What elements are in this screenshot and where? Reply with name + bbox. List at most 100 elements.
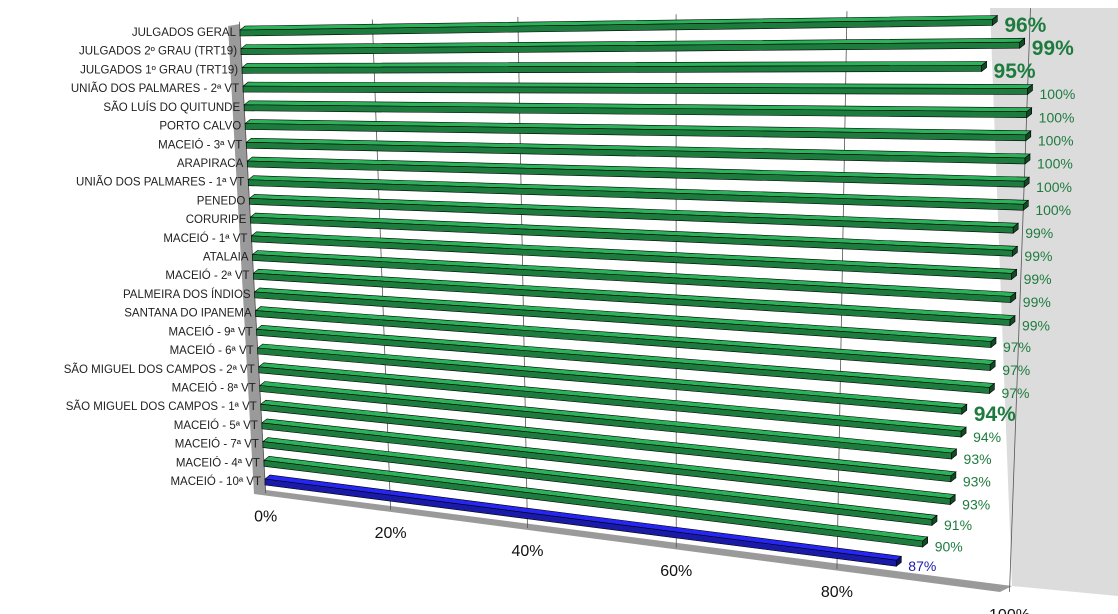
category-label: PALMEIRA DOS ÍNDIOS	[123, 288, 251, 301]
bar-cap	[1019, 37, 1025, 49]
side-wall	[228, 24, 266, 494]
value-label: 99%	[1023, 294, 1051, 310]
value-label: 99%	[1025, 225, 1053, 241]
category-label: SANTANA DO IPANEMA	[124, 308, 252, 320]
value-label: 99%	[1022, 317, 1050, 333]
category-label: MACEIÓ - 7ª VT	[175, 438, 259, 451]
value-label: 93%	[964, 451, 992, 467]
bar-cap	[950, 471, 957, 483]
bar	[254, 306, 996, 372]
value-label: 97%	[1002, 362, 1030, 378]
bar-cap	[1011, 268, 1017, 281]
category-label: PENEDO	[197, 195, 246, 207]
bar-cap	[931, 514, 938, 527]
value-label: 100%	[1040, 86, 1076, 102]
bar-cap	[922, 536, 929, 548]
bar	[243, 100, 1033, 119]
category-label: MACEIÓ - 4ª VT	[176, 456, 260, 469]
bar	[255, 324, 996, 395]
x-tick-label: 60%	[660, 563, 692, 580]
bar-cap	[981, 60, 987, 73]
value-label: 97%	[1003, 339, 1031, 355]
bar-cap	[1010, 291, 1017, 304]
bar-cap	[989, 359, 996, 372]
value-label: 93%	[962, 496, 990, 512]
bar	[256, 343, 968, 415]
value-label: 99%	[1024, 271, 1052, 287]
bar	[247, 175, 1030, 211]
bar	[260, 399, 957, 483]
bar	[259, 381, 958, 460]
bar-cap	[1012, 222, 1019, 234]
bar-cap	[951, 448, 957, 460]
bar	[239, 14, 999, 37]
value-label: 91%	[944, 517, 972, 533]
x-tick-label: 100%	[989, 607, 1030, 614]
category-label: PORTO CALVO	[159, 121, 241, 133]
bar-cap	[1012, 245, 1018, 257]
category-label: CORURIPE	[186, 214, 247, 226]
bar-cap	[895, 555, 902, 567]
category-label: SÃO LUÍS DO QUITUNDE	[103, 101, 240, 114]
category-label: MACEIÓ - 1ª VT	[163, 232, 247, 245]
bar	[246, 156, 1031, 188]
bar	[249, 212, 1019, 257]
category-label: MACEIÓ - 3ª VT	[158, 138, 242, 151]
grid-line	[1009, 8, 1031, 592]
bar	[248, 194, 1020, 234]
bar-cap	[989, 382, 995, 395]
bar	[258, 362, 967, 438]
bar-cap	[949, 493, 956, 506]
bar	[242, 81, 1034, 96]
bar-cap	[991, 14, 998, 27]
bar	[241, 60, 988, 74]
value-label: 90%	[935, 539, 963, 555]
bar-cap	[961, 403, 968, 415]
value-label: 100%	[1036, 179, 1072, 195]
value-label: 95%	[994, 60, 1036, 83]
bar-cap	[1022, 199, 1029, 211]
category-label: SÃO MIGUEL DOS CAMPOS - 2ª VT	[64, 363, 255, 376]
bar	[240, 37, 1026, 56]
category-label: SÃO MIGUEL DOS CAMPOS - 1ª VT	[66, 400, 257, 413]
bar	[251, 250, 1017, 304]
category-label: ATALAIA	[203, 252, 249, 264]
category-label: MACEIÓ - 9ª VT	[169, 325, 253, 338]
bar	[263, 455, 929, 548]
bar	[264, 474, 903, 567]
value-label: 100%	[1039, 109, 1075, 125]
bar-cap	[1023, 176, 1030, 188]
value-label: 97%	[1001, 385, 1029, 401]
category-label: MACEIÓ - 6ª VT	[170, 344, 254, 357]
category-label: JULGADOS GERAL	[132, 27, 237, 39]
category-label: JULGADOS 2º GRAU (TRT19)	[79, 46, 237, 58]
value-label: 99%	[1032, 37, 1074, 60]
bar-cap	[1027, 83, 1033, 96]
x-tick-label: 0%	[254, 508, 277, 525]
bar	[252, 268, 1016, 327]
value-label: 94%	[973, 429, 1001, 445]
bar-cap	[960, 426, 967, 438]
value-label: 100%	[1035, 202, 1071, 218]
value-label: 87%	[908, 558, 936, 574]
x-tick-label: 40%	[511, 543, 543, 560]
bar-cap	[1026, 107, 1032, 119]
bar-cap	[1024, 153, 1031, 165]
value-label: 99%	[1024, 248, 1052, 264]
bar-cap	[1009, 314, 1016, 327]
category-label: UNIÃO DOS PALMARES - 2ª VT	[71, 82, 239, 95]
x-tick-label: 20%	[375, 525, 407, 542]
category-label: MACEIÓ - 10ª VT	[170, 475, 261, 488]
value-label: 94%	[974, 403, 1016, 426]
category-label: MACEIÓ - 5ª VT	[174, 419, 258, 432]
value-label: 93%	[963, 474, 991, 490]
category-label: MACEIÓ - 2ª VT	[165, 269, 249, 282]
value-label: 96%	[1004, 14, 1046, 37]
bar	[261, 418, 956, 506]
category-label: ARAPIRACA	[177, 158, 244, 170]
bar-cap	[990, 336, 997, 349]
category-label: MACEIÓ - 8ª VT	[172, 381, 256, 394]
bar-cap	[1025, 130, 1032, 142]
category-label: JULGADOS 1º GRAU (TRT19)	[80, 64, 238, 76]
